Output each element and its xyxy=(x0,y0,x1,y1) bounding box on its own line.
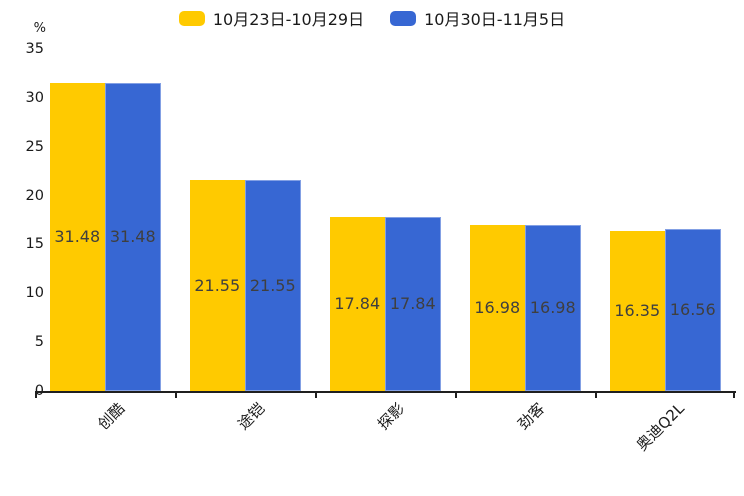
x-axis-label: 劲客 xyxy=(514,399,549,434)
bar xyxy=(329,216,385,391)
x-axis-tick xyxy=(733,393,735,398)
y-tick-label: 30 xyxy=(25,89,44,106)
x-axis-tick xyxy=(175,393,177,398)
y-tick-label: 25 xyxy=(25,138,44,155)
x-axis-tick xyxy=(455,393,457,398)
y-tick-label: 15 xyxy=(25,236,44,253)
x-axis-label: 奥迪Q2L xyxy=(633,399,689,455)
bar xyxy=(245,180,301,391)
legend-item[interactable]: 10月23日-10月29日 xyxy=(178,6,365,30)
legend-item-label: 10月30日-11月5日 xyxy=(424,10,566,29)
y-tick-label: 5 xyxy=(34,334,44,351)
legend-item-label: 10月23日-10月29日 xyxy=(212,10,365,29)
legend-marker-icon xyxy=(390,10,417,26)
x-axis-tick xyxy=(595,393,597,398)
bar xyxy=(665,229,721,391)
bar xyxy=(609,231,665,391)
bar xyxy=(189,180,245,391)
y-tick-label: 10 xyxy=(25,285,44,302)
bar xyxy=(105,83,161,391)
legend-marker-icon xyxy=(178,10,205,26)
y-tick-label: 20 xyxy=(25,187,44,204)
bar xyxy=(469,225,525,391)
bar xyxy=(385,216,441,391)
x-axis-tick xyxy=(35,393,37,398)
y-tick-label: 35 xyxy=(25,41,44,57)
x-axis-label: 创酷 xyxy=(94,399,129,434)
chart-legend: 10月23日-10月29日 10月30日-11月5日 xyxy=(0,6,744,30)
x-axis-line xyxy=(35,391,736,393)
x-axis-tick xyxy=(315,393,317,398)
legend-item[interactable]: 10月30日-11月5日 xyxy=(390,6,565,30)
y-axis-unit-label: % xyxy=(33,21,46,36)
x-axis-label: 探影 xyxy=(374,399,409,434)
bar xyxy=(525,225,581,391)
bar xyxy=(49,83,105,391)
x-axis-label: 途铠 xyxy=(234,399,269,434)
